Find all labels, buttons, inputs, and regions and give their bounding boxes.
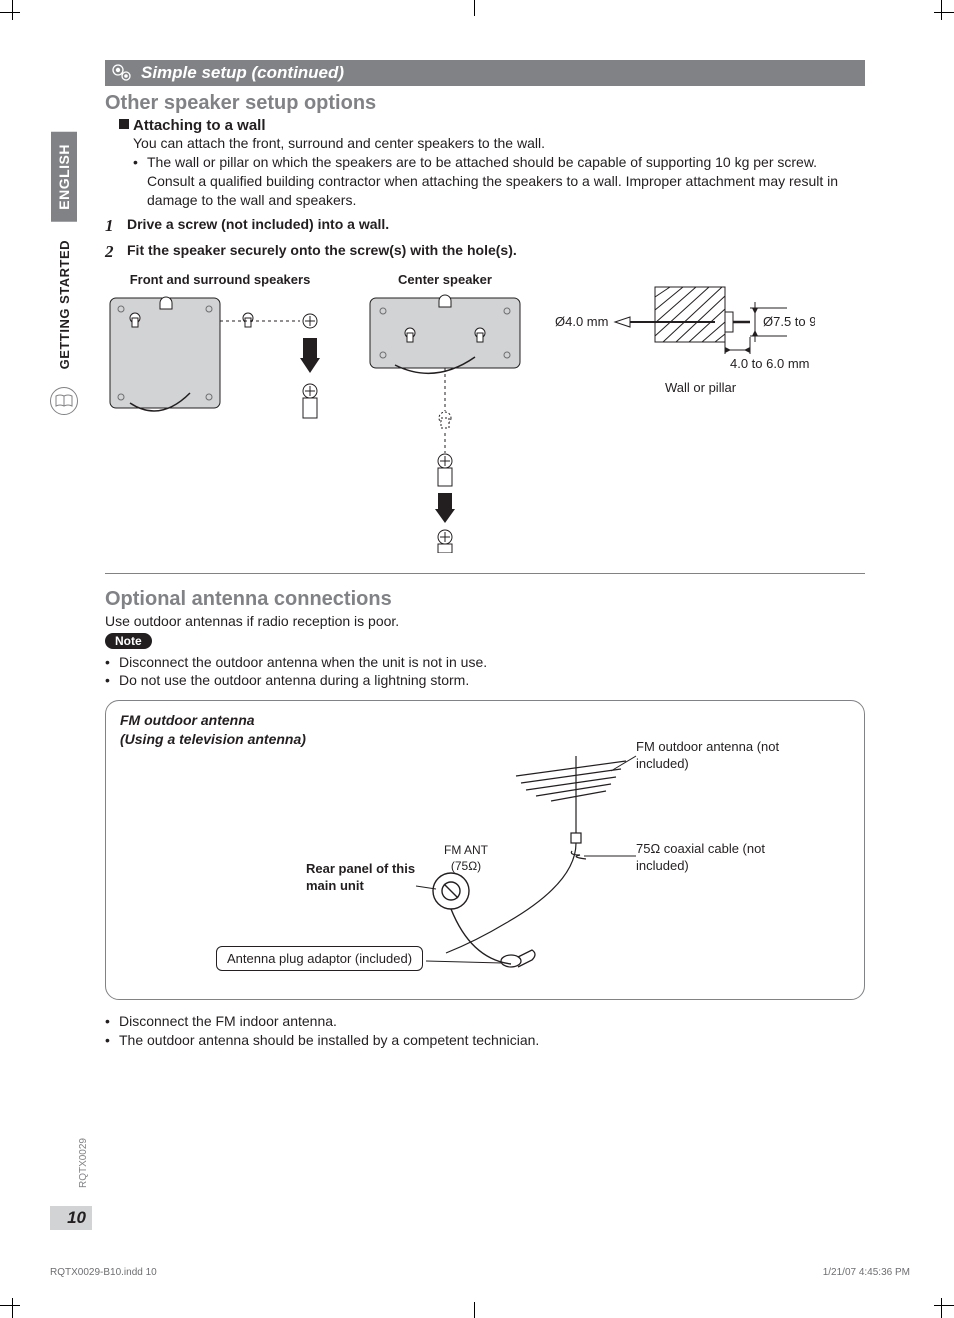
subheading-attaching: Attaching to a wall (119, 117, 865, 134)
front-surround-diagram: Front and surround speakers (105, 272, 335, 433)
footer-meta: RQTX0029-B10.indd 10 1/21/07 4:45:36 PM (50, 1267, 910, 1278)
page-content: Simple setup (continued) Other speaker s… (105, 60, 865, 1050)
note-bullet-1: •Disconnect the outdoor antenna when the… (105, 653, 865, 672)
after-bullet-2: •The outdoor antenna should be installed… (105, 1031, 865, 1050)
antenna-diagram-svg (116, 721, 846, 991)
antenna-intro: Use outdoor antennas if radio reception … (105, 613, 865, 629)
footer-timestamp: 1/21/07 4:45:36 PM (823, 1267, 910, 1278)
section-tab: GETTING STARTED (57, 240, 72, 369)
note-bullet-2: •Do not use the outdoor antenna during a… (105, 671, 865, 690)
after-bullet-1: •Disconnect the FM indoor antenna. (105, 1012, 865, 1031)
page-number: 10 (50, 1206, 92, 1230)
book-icon (50, 387, 78, 415)
language-tab: ENGLISH (51, 132, 77, 222)
banner-title: Simple setup (continued) (141, 63, 344, 83)
fm-antenna-box: FM outdoor antenna (Using a television a… (105, 700, 865, 1000)
svg-text:Ø7.5 to 9.5 mm: Ø7.5 to 9.5 mm (763, 314, 815, 329)
intro-text: You can attach the front, surround and c… (133, 134, 865, 153)
svg-text:Ø4.0 mm: Ø4.0 mm (555, 314, 608, 329)
footer-file: RQTX0029-B10.indd 10 (50, 1267, 157, 1278)
footer-code: RQTX0029 (78, 1138, 89, 1188)
speaker-icon (111, 64, 133, 82)
screw-dimension-diagram: Ø4.0 mm Ø7.5 to 9.5 mm 4.0 to 6.0 mm Wal… (555, 272, 815, 412)
step-2: 2Fit the speaker securely onto the screw… (105, 242, 865, 262)
heading-other-speaker: Other speaker setup options (105, 92, 865, 115)
step-1: 1Drive a screw (not included) into a wal… (105, 216, 865, 236)
note-label: Note (105, 633, 152, 649)
section-divider (105, 573, 865, 574)
speaker-diagrams: Front and surround speakers (105, 272, 865, 553)
heading-antenna: Optional antenna connections (105, 588, 865, 611)
svg-text:Wall or pillar: Wall or pillar (665, 380, 737, 395)
bullet-wall-warning: •The wall or pillar on which the speaker… (133, 153, 865, 210)
side-tabs: ENGLISH GETTING STARTED (50, 132, 78, 415)
svg-text:4.0 to 6.0 mm: 4.0 to 6.0 mm (730, 356, 809, 371)
center-speaker-diagram: Center speaker (365, 272, 525, 553)
section-banner: Simple setup (continued) (105, 60, 865, 86)
